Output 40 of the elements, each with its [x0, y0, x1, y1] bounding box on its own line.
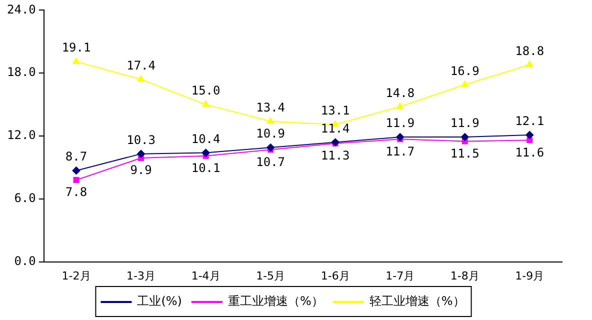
x-tick-label: 1-4月: [191, 269, 220, 282]
data-label: 10.3: [126, 132, 156, 147]
data-label: 10.9: [256, 126, 286, 141]
data-label: 10.4: [191, 132, 220, 146]
data-label: 11.6: [515, 145, 544, 160]
data-label: 11.7: [386, 144, 415, 158]
data-label: 8.7: [65, 150, 88, 164]
x-tick-label: 1-9月: [515, 269, 544, 282]
data-label: 11.3: [320, 148, 350, 162]
data-label: 17.4: [126, 58, 156, 73]
data-label: 16.9: [450, 64, 480, 78]
legend-label: 轻工业增速（%）: [369, 294, 465, 308]
y-tick-label: 18.0: [6, 65, 36, 80]
data-label: 11.4: [320, 121, 350, 136]
y-tick-label: 6.0: [14, 191, 36, 206]
data-label: 15.0: [191, 84, 220, 98]
legend-label: 重工业增速（%）: [228, 294, 324, 308]
data-label: 14.8: [386, 86, 415, 100]
x-tick-label: 1-8月: [450, 269, 480, 282]
data-label: 10.1: [191, 161, 220, 176]
data-label: 9.9: [130, 163, 152, 178]
data-label: 11.9: [386, 116, 415, 130]
data-label: 11.9: [450, 116, 480, 130]
x-tick-label: 1-3月: [126, 269, 156, 282]
y-tick-label: 0.0: [14, 254, 36, 268]
y-tick-label: 12.0: [6, 128, 36, 142]
data-label: 18.8: [515, 44, 544, 58]
data-label: 13.4: [256, 100, 286, 114]
y-tick-label: 24.0: [6, 2, 36, 16]
x-tick-label: 1-2月: [62, 269, 91, 282]
data-label: 11.5: [450, 146, 480, 160]
legend-label: 工业(%): [137, 294, 182, 308]
data-label: 10.7: [256, 154, 286, 169]
data-label: 19.1: [62, 40, 91, 55]
x-tick-label: 1-7月: [386, 269, 415, 282]
x-tick-label: 1-5月: [256, 269, 286, 282]
x-tick-label: 1-6月: [320, 269, 350, 282]
data-label: 13.1: [320, 104, 350, 118]
data-label: 7.8: [65, 185, 88, 200]
data-label: 12.1: [515, 114, 544, 128]
